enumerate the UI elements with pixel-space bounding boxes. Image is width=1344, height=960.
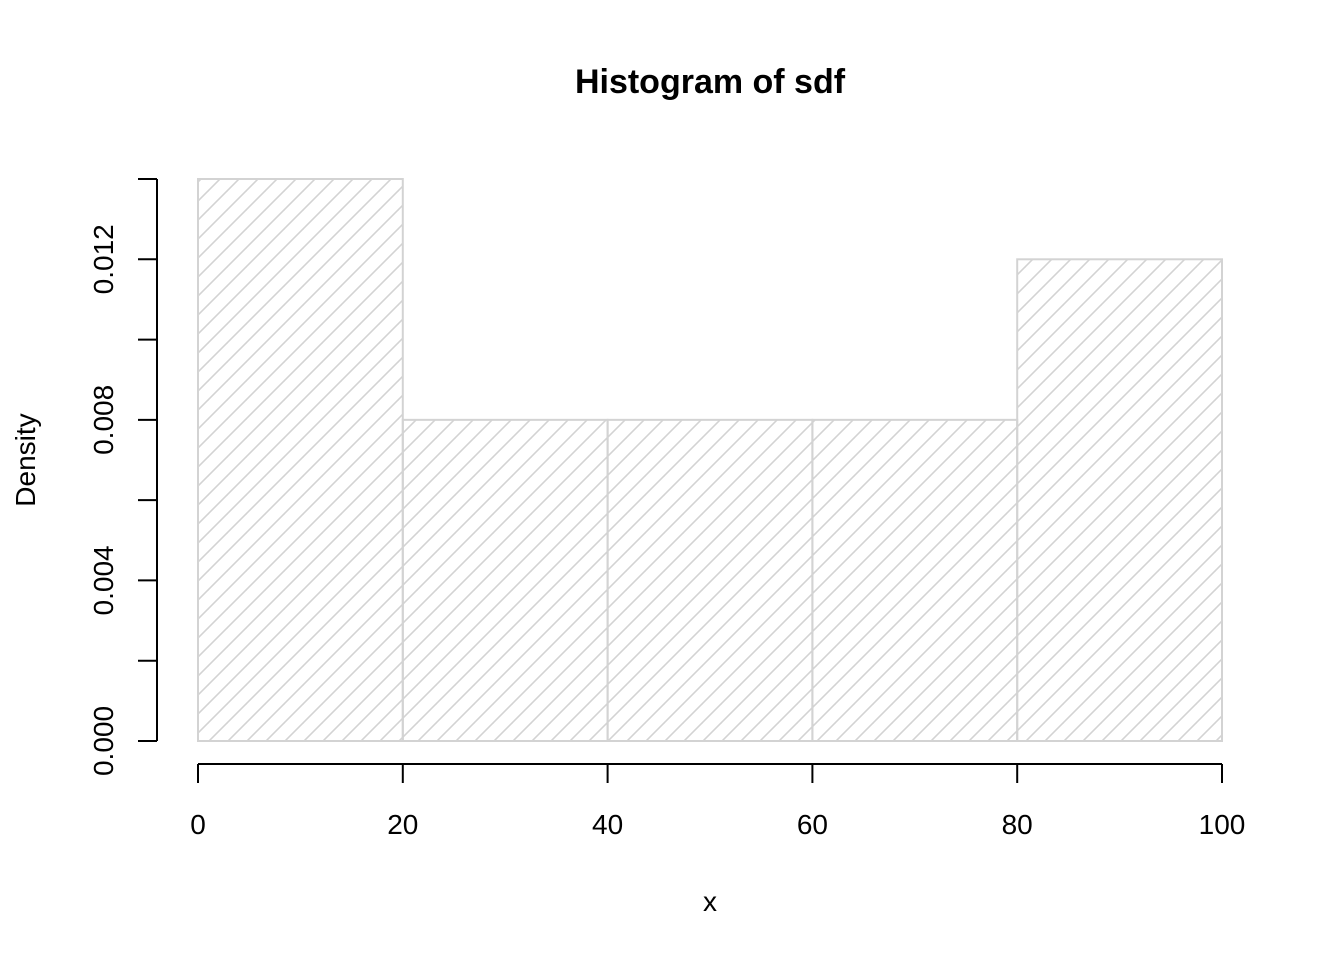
- x-tick-label: 100: [1199, 809, 1246, 840]
- x-axis: 0 20 40 60 80 100: [190, 763, 1246, 840]
- histogram-bar-1: [197, 178, 404, 742]
- x-tick-label: 80: [1002, 809, 1033, 840]
- y-tick-label: 0.000: [88, 706, 119, 776]
- y-axis-label: Density: [10, 413, 41, 506]
- x-tick-label: 0: [190, 809, 206, 840]
- x-tick-label: 60: [797, 809, 828, 840]
- x-axis-label: x: [703, 886, 717, 917]
- histogram-bar-2: [401, 418, 609, 742]
- histogram-bar-4: [811, 418, 1019, 742]
- histogram-bars: [197, 178, 1224, 742]
- chart-title: Histogram of sdf: [575, 63, 846, 101]
- histogram-bar-5: [1016, 258, 1224, 742]
- y-axis: 0.000 0.004 0.008 0.012: [88, 178, 158, 776]
- y-tick-label: 0.012: [88, 224, 119, 294]
- y-tick-label: 0.004: [88, 545, 119, 615]
- y-tick-label: 0.008: [88, 385, 119, 455]
- x-tick-label: 20: [387, 809, 418, 840]
- histogram-bar-3: [606, 418, 814, 742]
- x-tick-label: 40: [592, 809, 623, 840]
